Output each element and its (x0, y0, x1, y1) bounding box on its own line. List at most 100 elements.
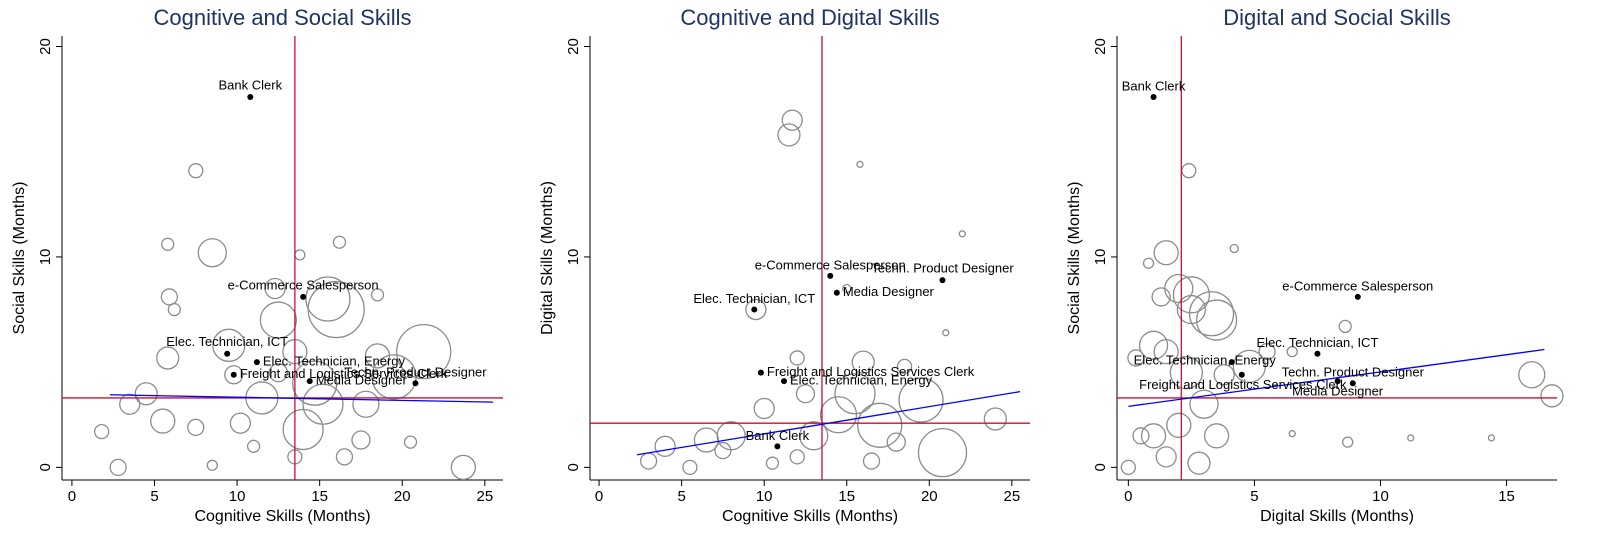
highlight-point (1238, 371, 1245, 378)
bubble (335, 448, 354, 466)
bubble (1407, 434, 1415, 442)
bubble (167, 302, 181, 317)
x-tick-label: 20 (394, 488, 411, 505)
point-label: Techn. Product Designer (1282, 365, 1425, 380)
x-tick-label: 5 (150, 488, 158, 505)
bubble (898, 377, 944, 423)
x-tick-label: 0 (595, 488, 603, 505)
highlight-point (827, 272, 834, 279)
chart-title: Cognitive and Digital Skills (680, 5, 939, 30)
bubble (1338, 319, 1352, 334)
chart-title: Cognitive and Social Skills (153, 5, 411, 30)
highlight-point (230, 371, 237, 378)
bubble (857, 402, 903, 448)
bubble (1120, 459, 1136, 476)
bubble (396, 323, 452, 380)
bubble (370, 288, 385, 302)
bubble (150, 408, 176, 434)
bubble (1195, 299, 1238, 341)
bubble (1153, 338, 1179, 365)
y-tick-label: 10 (1092, 249, 1109, 266)
bubble (942, 329, 950, 337)
bubble (716, 421, 746, 451)
bubble (1151, 287, 1171, 307)
panel: Digital and Social Skills Digital Skills … (1066, 5, 1564, 525)
bubble (789, 449, 805, 465)
panel: Cognitive and Digital Skills Cognitive Sk… (539, 5, 1030, 525)
bubble (1203, 423, 1230, 449)
point-label: Bank Clerk (746, 428, 810, 443)
x-axis-label: Cognitive Skills (Months) (194, 508, 370, 525)
bubble (268, 363, 289, 383)
bubble (134, 382, 158, 406)
point-label: Elec. Technician, Energy (263, 354, 406, 369)
point-label: Media Designer (1292, 384, 1384, 399)
bubble (93, 423, 110, 440)
bubble (799, 421, 829, 451)
bubble (1127, 349, 1145, 367)
x-tick-label: 15 (311, 488, 328, 505)
bubble (1258, 342, 1276, 361)
point-label: e-Commerce Salesperson (228, 277, 379, 292)
highlight-point (300, 293, 307, 300)
bubble (282, 408, 324, 451)
bubble (1140, 423, 1167, 449)
bubble (834, 373, 876, 415)
x-tick-label: 0 (1124, 488, 1132, 505)
bubble (1286, 345, 1298, 358)
bubble (1132, 427, 1150, 445)
y-axis-label: Social Skills (Months) (1066, 182, 1083, 335)
point-label: e-Commerce Salesperson (1282, 278, 1433, 293)
bubble (246, 439, 261, 453)
x-axis-label: Cognitive Skills (Months) (722, 508, 898, 525)
x-tick-label: 10 (756, 488, 773, 505)
bubble (745, 298, 767, 321)
bubble (197, 238, 227, 268)
bubble (450, 454, 477, 481)
highlight-point (757, 369, 764, 376)
bubble (958, 230, 966, 238)
highlight-point (833, 289, 840, 296)
y-tick-label: 10 (565, 249, 582, 266)
bubble (983, 407, 1007, 431)
bubble (842, 283, 852, 294)
bubble (1487, 434, 1496, 442)
highlight-point (751, 306, 758, 313)
bubble (332, 235, 347, 249)
bubble (1288, 430, 1296, 438)
fit-line (636, 390, 1021, 456)
bubble (851, 350, 875, 374)
bubble (351, 430, 371, 450)
fit-line (109, 394, 494, 403)
bubble (789, 350, 805, 366)
x-tick-label: 15 (838, 488, 855, 505)
bubble (1540, 384, 1564, 408)
bubble (224, 365, 244, 385)
point-label: Elec. Technician, ICT (1257, 335, 1379, 350)
bubble (896, 358, 913, 375)
y-tick-label: 10 (37, 249, 54, 266)
chart-title: Digital and Social Skills (1223, 5, 1450, 30)
bubble (307, 280, 365, 339)
x-tick-label: 5 (677, 488, 685, 505)
highlight-point (253, 359, 260, 366)
y-tick-label: 20 (37, 38, 54, 55)
bubble (795, 384, 816, 404)
point-label: Elec. Technician, Energy (1134, 353, 1277, 368)
x-tick-label: 10 (229, 488, 246, 505)
bubble (693, 427, 720, 453)
bubble (1172, 276, 1211, 314)
bubble (1155, 446, 1177, 468)
point-label: Freight and Logistics Services Clerk (767, 364, 975, 379)
bubble (188, 163, 204, 179)
point-label: Bank Clerk (1122, 78, 1186, 93)
bubble (1187, 451, 1211, 475)
y-tick-label: 0 (565, 463, 582, 471)
bubble (917, 427, 968, 478)
bubble (1518, 361, 1546, 389)
y-axis-label: Digital Skills (Months) (539, 181, 556, 335)
bubble (886, 432, 906, 452)
x-tick-label: 20 (921, 488, 938, 505)
x-tick-label: 15 (1498, 488, 1515, 505)
